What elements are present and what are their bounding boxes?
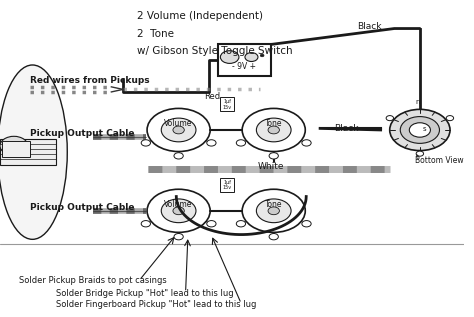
Text: Tone: Tone (265, 200, 283, 209)
Bar (218, 44, 272, 76)
Circle shape (260, 54, 264, 57)
Circle shape (207, 140, 216, 146)
Circle shape (416, 151, 424, 156)
Circle shape (386, 116, 393, 121)
Bar (220, 178, 234, 192)
Text: Solder Bridge Pickup "Hot" lead to this lug: Solder Bridge Pickup "Hot" lead to this … (55, 289, 233, 298)
Circle shape (237, 221, 246, 227)
Circle shape (268, 207, 279, 215)
Circle shape (0, 136, 28, 155)
Circle shape (302, 140, 311, 146)
Text: Solder Pickup Braids to pot casings: Solder Pickup Braids to pot casings (18, 276, 166, 285)
Text: Pickup Output Cable: Pickup Output Cable (30, 203, 135, 212)
Circle shape (242, 189, 305, 232)
Circle shape (400, 117, 439, 143)
Text: w/ Gibson Style Toggle Switch: w/ Gibson Style Toggle Switch (137, 46, 292, 56)
Ellipse shape (0, 65, 67, 239)
Bar (2, 141, 30, 157)
Circle shape (173, 207, 184, 215)
Circle shape (147, 189, 210, 232)
Text: Pickup Output Cable: Pickup Output Cable (30, 129, 135, 138)
Circle shape (141, 140, 150, 146)
Circle shape (147, 108, 210, 152)
Text: Solder Fingerboard Pickup "Hot" lead to this lug: Solder Fingerboard Pickup "Hot" lead to … (55, 300, 256, 309)
Circle shape (220, 51, 239, 63)
Text: 2  Tone: 2 Tone (137, 29, 174, 39)
Circle shape (410, 123, 430, 137)
Text: Black: Black (334, 124, 358, 133)
Circle shape (256, 199, 291, 223)
Text: White: White (257, 162, 284, 171)
Text: n: n (415, 99, 420, 105)
Text: Volume: Volume (164, 200, 193, 209)
Circle shape (174, 153, 183, 159)
Circle shape (237, 140, 246, 146)
Circle shape (446, 116, 454, 121)
Bar (0, 139, 55, 165)
Circle shape (161, 199, 196, 223)
Text: s: s (423, 126, 426, 132)
Text: t: t (416, 154, 419, 160)
Circle shape (269, 234, 278, 240)
Circle shape (161, 118, 196, 142)
Circle shape (256, 118, 291, 142)
Text: 1µf
15v: 1µf 15v (223, 179, 232, 190)
Circle shape (390, 109, 450, 151)
Text: 1µf
15v: 1µf 15v (223, 99, 232, 109)
Text: Red wires from Pickups: Red wires from Pickups (30, 76, 150, 85)
Circle shape (242, 108, 305, 152)
Text: - 9V +: - 9V + (233, 62, 256, 71)
Circle shape (268, 126, 279, 134)
Circle shape (141, 221, 150, 227)
Circle shape (302, 221, 311, 227)
Text: Volume: Volume (164, 119, 193, 128)
Circle shape (207, 221, 216, 227)
Text: 2 Volume (Independent): 2 Volume (Independent) (137, 11, 263, 21)
Circle shape (245, 53, 258, 61)
Text: Bottom View: Bottom View (415, 156, 464, 165)
Circle shape (174, 234, 183, 240)
Text: Black: Black (357, 23, 382, 31)
Circle shape (269, 153, 278, 159)
Text: Red: Red (204, 92, 220, 101)
Text: Tone: Tone (265, 119, 283, 128)
Bar (220, 97, 234, 111)
Circle shape (173, 126, 184, 134)
